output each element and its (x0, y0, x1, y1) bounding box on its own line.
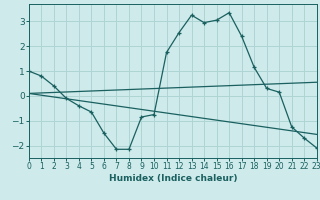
X-axis label: Humidex (Indice chaleur): Humidex (Indice chaleur) (108, 174, 237, 183)
